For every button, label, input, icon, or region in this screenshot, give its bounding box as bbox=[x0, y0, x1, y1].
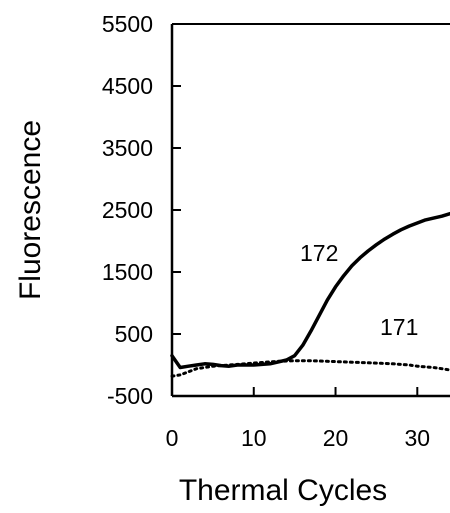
x-tick-label: 10 bbox=[241, 425, 267, 451]
y-tick-label: 500 bbox=[115, 321, 153, 347]
y-tick-label: 4500 bbox=[102, 73, 153, 99]
x-tick-label: 30 bbox=[404, 425, 430, 451]
series-lines bbox=[170, 211, 450, 378]
y-tick-label: 1500 bbox=[102, 259, 153, 285]
x-axis-ticks: 0 10 20 30 bbox=[166, 387, 430, 451]
series-line-171 bbox=[170, 359, 450, 378]
x-tick-label: 0 bbox=[166, 425, 179, 451]
series-label-172: 172 bbox=[300, 240, 338, 266]
y-tick-label: -500 bbox=[107, 383, 153, 409]
x-axis-title: Thermal Cycles bbox=[179, 474, 387, 507]
y-tick-label: 5500 bbox=[102, 11, 153, 37]
series-label-171: 171 bbox=[380, 314, 418, 340]
y-axis-ticks: 5500 4500 3500 2500 1500 500 -500 bbox=[102, 11, 181, 409]
y-tick-label: 2500 bbox=[102, 197, 153, 223]
y-tick-label: 3500 bbox=[102, 135, 153, 161]
plot-frame bbox=[170, 23, 450, 398]
series-line-172 bbox=[170, 211, 450, 370]
y-axis-title: Fluorescence bbox=[14, 120, 47, 300]
x-tick-label: 20 bbox=[323, 425, 349, 451]
